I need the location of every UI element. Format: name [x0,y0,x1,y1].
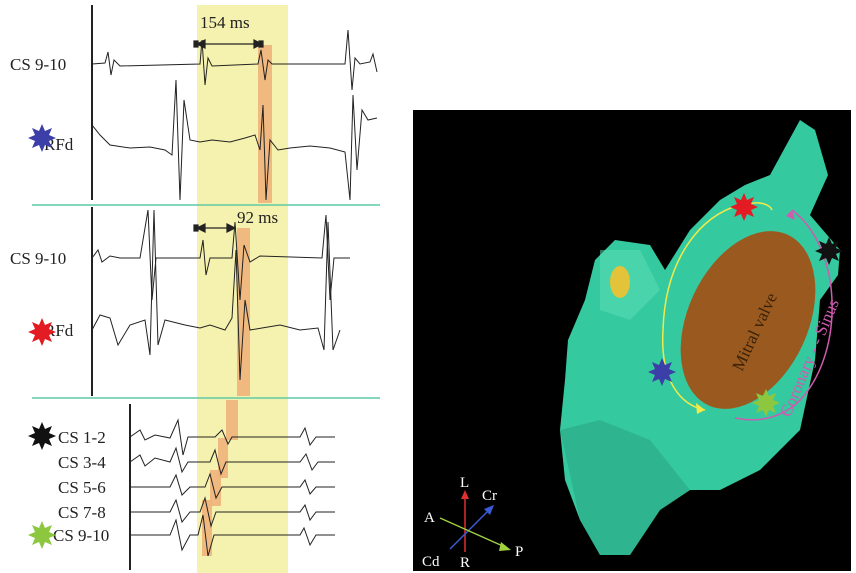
map-blue-star-icon [648,358,676,386]
yellow-activation-arc [661,204,741,411]
label-cs78: CS 7-8 [58,503,106,522]
label-panel1-cs910: CS 9-10 [10,55,66,74]
interval-label-92: 92 ms [237,208,278,227]
trace-panel2-rfd [91,209,341,381]
trace-cs12 [129,418,335,456]
trace-cs56 [130,472,335,500]
axis-label-l: L [460,475,469,491]
activation-bar-cs34 [218,438,228,478]
blue-star-icon [28,124,56,152]
trace-panel1-cs910 [91,29,378,91]
interval-arrow-92 [193,223,237,233]
activation-bar-panel2 [237,228,250,396]
map-green-star-icon [752,389,780,417]
activation-bar-cs12 [226,400,238,440]
trace-panel2-cs910 [91,209,350,301]
electrogram-figure: 154 ms 92 ms CS 9-10 RFd CS 9-10 RFd CS … [10,5,380,573]
activation-bar-cs56 [210,470,221,506]
map-red-star-icon [730,193,758,221]
trace-cs78 [130,496,335,528]
chamber-highlight [600,250,660,320]
mitral-valve [680,231,816,409]
axis-label-cd: Cd [422,554,440,570]
magenta-arc-arrowhead [786,210,795,220]
red-star-icon [28,318,56,346]
trace-panel1-rfd [91,79,378,201]
label-panel2-rfd: RFd [44,321,74,340]
trace-cs910 [130,514,335,557]
axis-label-a: A [424,510,435,526]
green-star-icon [28,521,56,549]
label-cs910: CS 9-10 [53,526,109,545]
orientation-axes [439,490,511,552]
label-cs34: CS 3-4 [58,453,106,472]
label-cs12: CS 1-2 [58,428,106,447]
chamber-shading [560,420,690,555]
interval-arrow-154 [193,39,264,49]
trace-cs34 [129,446,335,476]
yellow-spot [610,266,630,298]
black-star-icon [28,422,56,450]
label-cs56: CS 5-6 [58,478,106,497]
interval-label-154: 154 ms [200,13,250,32]
map-black-star-icon [815,237,843,265]
axis-label-p: P [515,544,523,560]
axis-label-r: R [460,555,470,571]
axis-label-cr: Cr [482,488,497,504]
label-panel2-cs910: CS 9-10 [10,249,66,268]
activation-bar-cs910 [202,500,212,556]
yellow-arc-arrowhead [696,403,705,414]
electroanatomic-map: Mitral valve Coronary - - Sinus L Cr A P… [413,110,851,571]
